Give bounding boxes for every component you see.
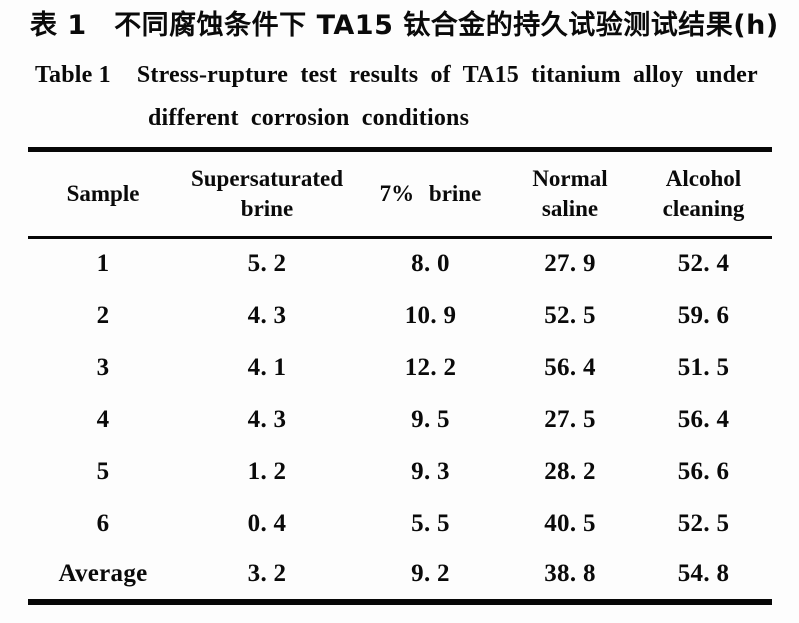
value-cell: 54. 8 bbox=[677, 560, 730, 587]
sample-cell: 2 bbox=[96, 301, 110, 329]
value-cell: 56. 4 bbox=[677, 405, 730, 433]
value-cell: 5. 5 bbox=[411, 509, 450, 537]
value-cell: 4. 1 bbox=[247, 353, 287, 381]
results-table: Sample Supersaturated brine 7% brine Nor… bbox=[28, 147, 772, 605]
value-cell: 5. 2 bbox=[247, 250, 287, 278]
sample-cell: 6 bbox=[96, 509, 110, 537]
table-row-sample-3: 3 4. 1 12. 2 56. 4 51. 5 bbox=[28, 342, 772, 394]
caption-english-line2: different corrosion conditions bbox=[148, 105, 470, 131]
sample-cell: Average bbox=[58, 560, 148, 587]
col-header-sample: Sample bbox=[28, 149, 178, 239]
caption-english-text: Stress-rupture test results of TA15 tita… bbox=[136, 62, 758, 88]
sample-cell: 3 bbox=[96, 353, 110, 381]
value-cell: 59. 6 bbox=[677, 301, 730, 329]
value-cell: 9. 2 bbox=[411, 560, 450, 587]
value-cell: 52. 5 bbox=[677, 509, 730, 537]
value-cell: 8. 0 bbox=[411, 250, 450, 278]
value-cell: 9. 5 bbox=[411, 405, 450, 433]
sample-cell: 5 bbox=[96, 457, 110, 485]
value-cell: 40. 5 bbox=[544, 509, 596, 537]
caption-english-line1: Table 1 Stress-rupture test results of T… bbox=[35, 59, 799, 91]
value-cell: 52. 4 bbox=[677, 250, 730, 278]
header-row: Sample Supersaturated brine 7% brine Nor… bbox=[28, 149, 772, 239]
value-cell: 1. 2 bbox=[247, 457, 287, 485]
value-cell: 10. 9 bbox=[404, 301, 457, 329]
table-row-sample-6: 6 0. 4 5. 5 40. 5 52. 5 bbox=[28, 498, 772, 550]
col-header-normal-saline: Normal saline bbox=[505, 149, 635, 239]
col-header-alcohol-cleaning: Alcohol cleaning bbox=[635, 149, 772, 239]
sample-cell: 4 bbox=[96, 405, 110, 433]
table-row-sample-5: 5 1. 2 9. 3 28. 2 56. 6 bbox=[28, 446, 772, 498]
value-cell: 56. 6 bbox=[677, 457, 730, 485]
value-cell: 56. 4 bbox=[544, 353, 596, 381]
value-cell: 3. 2 bbox=[247, 560, 287, 587]
col-header-7pct-brine: 7% brine bbox=[356, 149, 505, 239]
value-cell: 51. 5 bbox=[677, 353, 730, 381]
value-cell: 38. 8 bbox=[544, 560, 596, 587]
value-cell: 27. 9 bbox=[544, 250, 596, 278]
value-cell: 4. 3 bbox=[247, 405, 287, 433]
value-cell: 28. 2 bbox=[544, 457, 596, 485]
table-row-sample-4: 4 4. 3 9. 5 27. 5 56. 4 bbox=[28, 394, 772, 446]
col-header-supersaturated-brine: Supersaturated brine bbox=[178, 149, 356, 239]
table-row-sample-2: 2 4. 3 10. 9 52. 5 59. 6 bbox=[28, 290, 772, 342]
value-cell: 0. 4 bbox=[247, 509, 287, 537]
sample-cell: 1 bbox=[96, 250, 110, 278]
caption-chinese: 表 1 不同腐蚀条件下 TA15 钛合金的持久试验测试结果(h) bbox=[30, 10, 779, 41]
table-row-average: Average 3. 2 9. 2 38. 8 54. 8 bbox=[28, 550, 772, 602]
paper-page: 表 1 不同腐蚀条件下 TA15 钛合金的持久试验测试结果(h) Table 1… bbox=[0, 8, 799, 623]
table-row-sample-1: 1 5. 2 8. 0 27. 9 52. 4 bbox=[28, 238, 772, 290]
value-cell: 4. 3 bbox=[247, 301, 287, 329]
value-cell: 27. 5 bbox=[544, 405, 596, 433]
caption-english-label: Table 1 bbox=[35, 62, 111, 88]
value-cell: 12. 2 bbox=[404, 353, 457, 381]
value-cell: 52. 5 bbox=[544, 301, 596, 329]
value-cell: 9. 3 bbox=[411, 457, 450, 485]
